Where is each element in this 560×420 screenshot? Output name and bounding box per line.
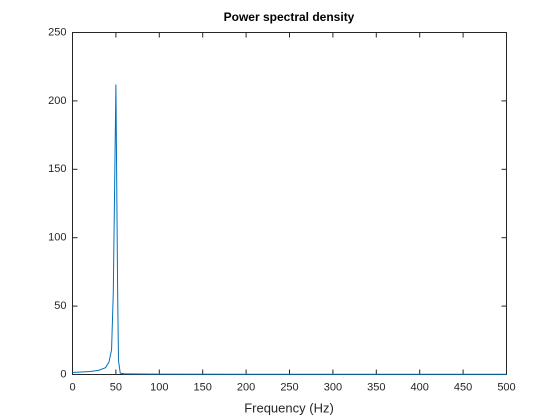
x-tick-label: 350 xyxy=(367,381,385,393)
y-tick-label: 100 xyxy=(48,232,66,244)
x-tick-label: 0 xyxy=(69,381,75,393)
x-tick-label: 200 xyxy=(237,381,255,393)
y-tick-label: 200 xyxy=(48,95,66,107)
x-tick-label: 450 xyxy=(454,381,472,393)
x-tick-label: 400 xyxy=(411,381,429,393)
y-tick-label: 0 xyxy=(60,368,66,380)
data-line xyxy=(72,84,507,375)
x-axis-label: Frequency (Hz) xyxy=(244,400,334,415)
x-tick-label: 100 xyxy=(150,381,168,393)
chart-title: Power spectral density xyxy=(224,10,355,24)
y-tick-label: 150 xyxy=(48,163,66,175)
x-tick-label: 150 xyxy=(194,381,212,393)
x-tick-label: 500 xyxy=(497,381,515,393)
x-tick-label: 50 xyxy=(110,381,122,393)
x-tick-label: 300 xyxy=(324,381,342,393)
y-tick-label: 50 xyxy=(54,300,66,312)
y-tick-label: 250 xyxy=(48,26,66,38)
x-tick-label: 250 xyxy=(280,381,298,393)
axes-box xyxy=(72,32,507,375)
